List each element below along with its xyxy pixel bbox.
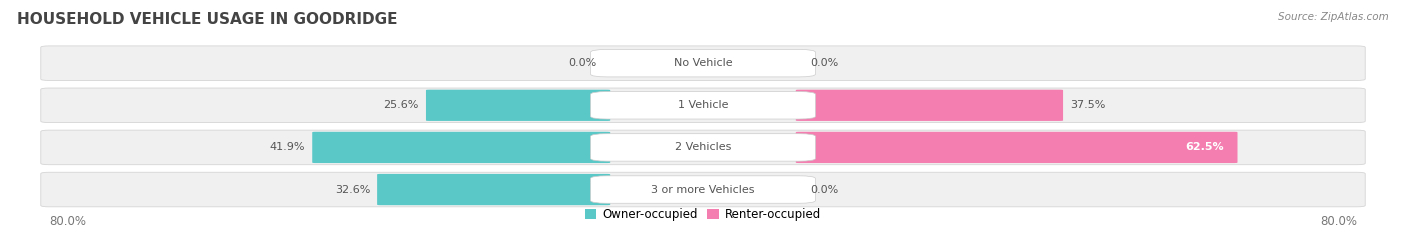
FancyBboxPatch shape bbox=[41, 46, 1365, 80]
Text: 0.0%: 0.0% bbox=[810, 58, 838, 68]
Text: 2 Vehicles: 2 Vehicles bbox=[675, 143, 731, 152]
Text: 3 or more Vehicles: 3 or more Vehicles bbox=[651, 185, 755, 194]
Text: 25.6%: 25.6% bbox=[384, 100, 419, 110]
FancyBboxPatch shape bbox=[796, 132, 1237, 163]
FancyBboxPatch shape bbox=[41, 172, 1365, 207]
Text: 0.0%: 0.0% bbox=[568, 58, 596, 68]
Text: 37.5%: 37.5% bbox=[1070, 100, 1105, 110]
FancyBboxPatch shape bbox=[591, 176, 815, 203]
Text: No Vehicle: No Vehicle bbox=[673, 58, 733, 68]
Text: HOUSEHOLD VEHICLE USAGE IN GOODRIDGE: HOUSEHOLD VEHICLE USAGE IN GOODRIDGE bbox=[17, 12, 398, 27]
Text: Source: ZipAtlas.com: Source: ZipAtlas.com bbox=[1278, 12, 1389, 22]
Text: 80.0%: 80.0% bbox=[49, 215, 86, 228]
FancyBboxPatch shape bbox=[41, 130, 1365, 165]
Text: 62.5%: 62.5% bbox=[1185, 143, 1223, 152]
FancyBboxPatch shape bbox=[796, 90, 1063, 121]
Legend: Owner-occupied, Renter-occupied: Owner-occupied, Renter-occupied bbox=[579, 203, 827, 226]
FancyBboxPatch shape bbox=[426, 90, 610, 121]
FancyBboxPatch shape bbox=[591, 134, 815, 161]
FancyBboxPatch shape bbox=[41, 88, 1365, 123]
FancyBboxPatch shape bbox=[312, 132, 610, 163]
FancyBboxPatch shape bbox=[591, 91, 815, 119]
Text: 80.0%: 80.0% bbox=[1320, 215, 1357, 228]
FancyBboxPatch shape bbox=[591, 49, 815, 77]
Text: 41.9%: 41.9% bbox=[270, 143, 305, 152]
Text: 1 Vehicle: 1 Vehicle bbox=[678, 100, 728, 110]
FancyBboxPatch shape bbox=[377, 174, 610, 205]
Text: 0.0%: 0.0% bbox=[810, 185, 838, 194]
Text: 32.6%: 32.6% bbox=[335, 185, 370, 194]
